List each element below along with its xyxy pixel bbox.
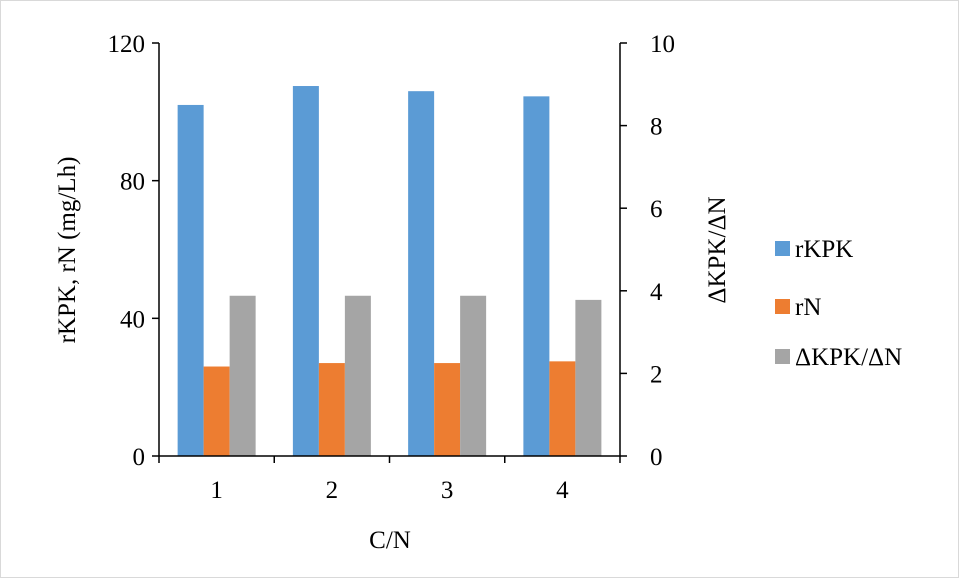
y-tick-label: 120 <box>108 31 146 58</box>
x-tick-label: 4 <box>556 477 569 504</box>
y-axis-title: rKPK, rN (mg/Lh) <box>54 157 81 344</box>
legend-swatch-rkpk <box>775 241 790 256</box>
bar-rn-2 <box>318 363 345 456</box>
y-tick-label: 80 <box>120 169 145 196</box>
legend-swatch-rn <box>775 299 790 314</box>
legend-label-rn: rN <box>795 294 821 321</box>
bar-rkpk-2 <box>292 86 319 457</box>
x-tick-label: 3 <box>441 477 454 504</box>
bar-rn-1 <box>203 366 230 456</box>
bar-rkpk-3 <box>408 91 435 457</box>
y2-tick-label: 4 <box>650 279 663 306</box>
x-tick-label: 2 <box>326 477 339 504</box>
y2-tick-label: 0 <box>650 444 663 471</box>
y-tick-label: 40 <box>120 306 145 333</box>
bar-kpk-n-1 <box>229 295 256 456</box>
axes-layer <box>152 42 627 463</box>
legend-label-rkpk: rKPK <box>795 236 853 263</box>
x-axis-title: C/N <box>369 527 411 554</box>
x-tick-label: 1 <box>210 477 223 504</box>
bar-kpk-n-4 <box>575 299 602 456</box>
bars-layer <box>177 86 602 457</box>
bar-rkpk-1 <box>177 104 204 456</box>
legend-swatch-dkpk-dn <box>775 349 790 364</box>
legend-label-dkpk-dn: ΔKPK/ΔN <box>795 344 902 371</box>
bar-kpk-n-3 <box>460 295 487 456</box>
bar-kpk-n-2 <box>344 295 371 456</box>
y2-tick-label: 6 <box>650 196 663 223</box>
bar-rn-4 <box>549 361 576 456</box>
bar-rn-3 <box>434 363 461 456</box>
y2-tick-label: 2 <box>650 361 663 388</box>
y2-tick-label: 10 <box>650 31 675 58</box>
y2-tick-label: 8 <box>650 114 663 141</box>
y2-axis-title: ΔKPK/ΔN <box>704 196 731 303</box>
legend: rKPK rN ΔKPK/ΔN <box>775 236 902 371</box>
y-tick-label: 0 <box>133 444 146 471</box>
bar-rkpk-4 <box>523 96 550 456</box>
